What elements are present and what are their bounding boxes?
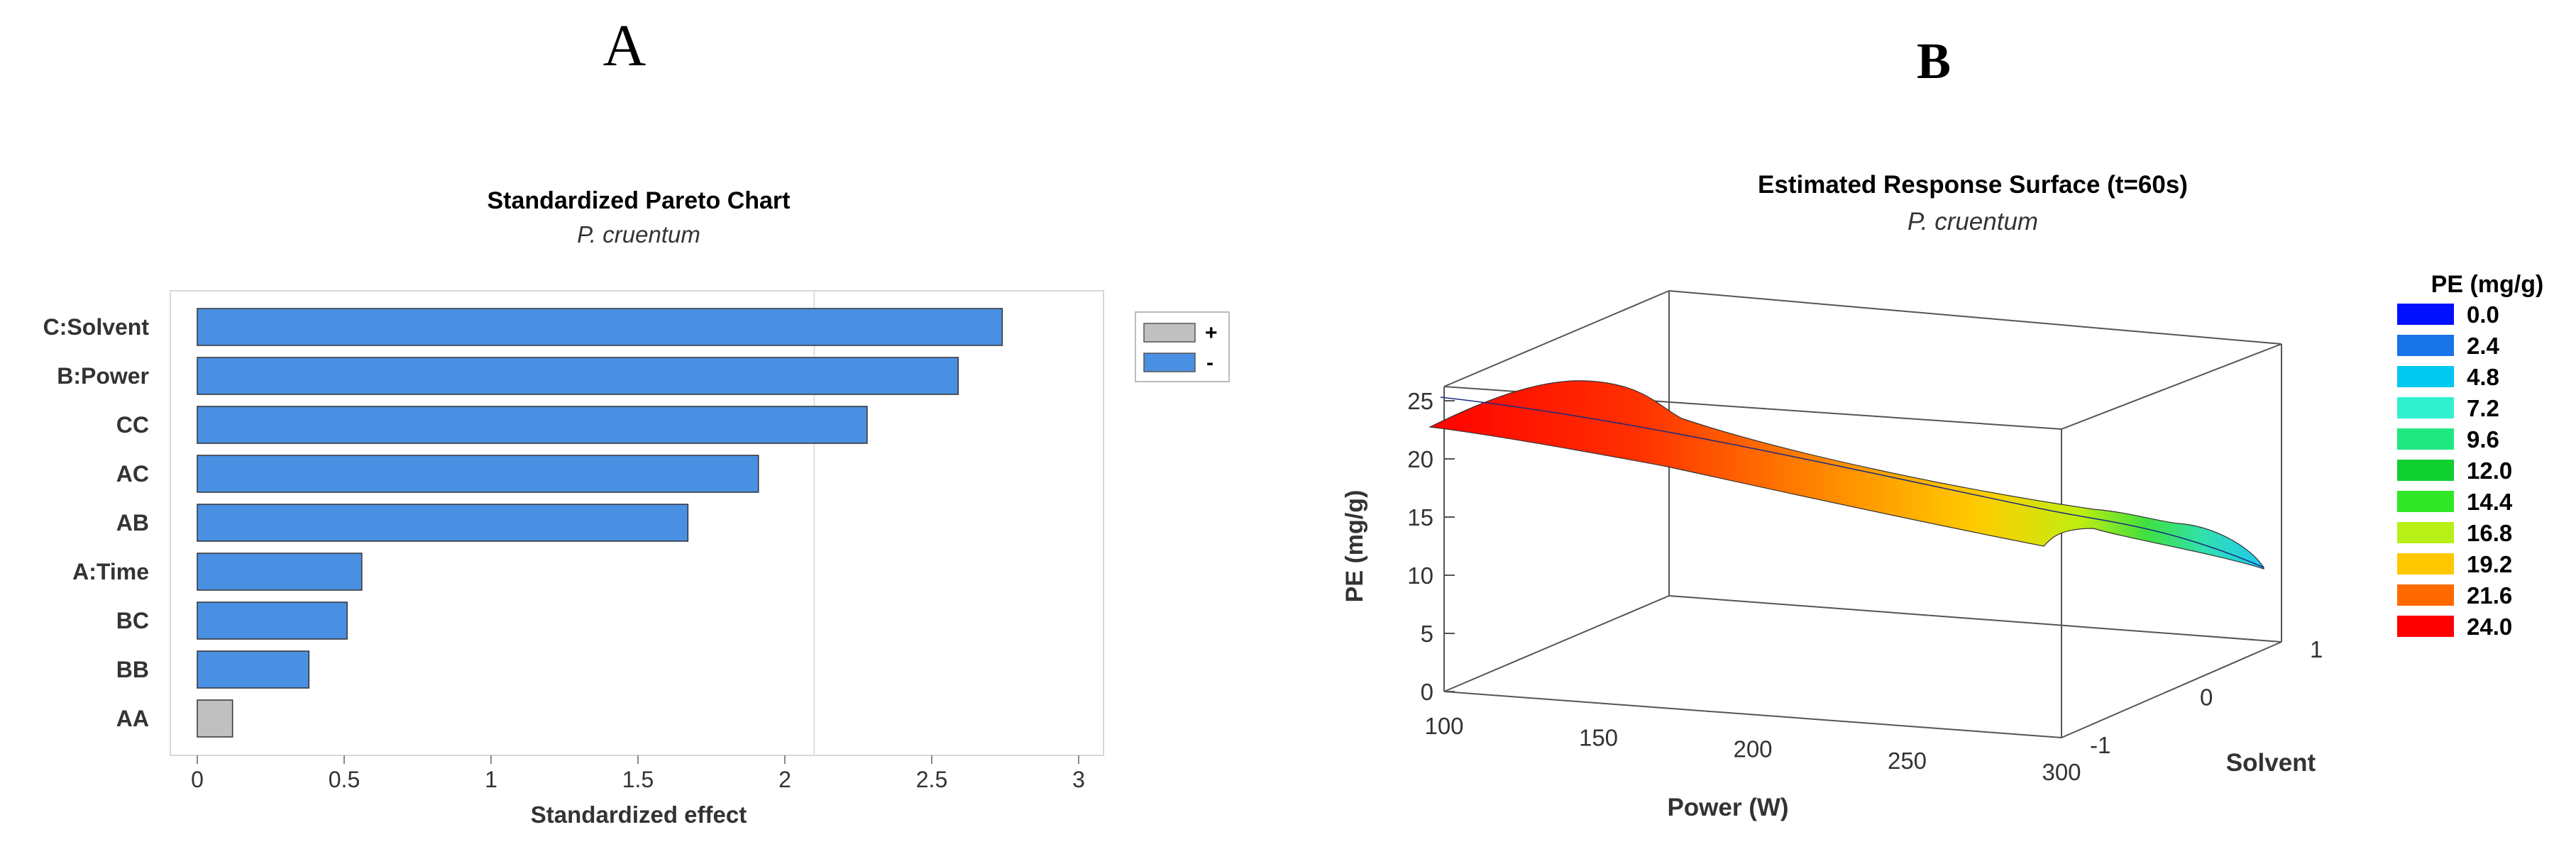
pareto-category-label: BC: [116, 608, 149, 633]
surface-legend-swatch: [2397, 522, 2454, 543]
pareto-bar-ab: [197, 504, 689, 542]
surface-legend-label: 16.8: [2467, 520, 2512, 546]
surface-z-tick-label: 5: [1421, 621, 1433, 647]
surface-y-tick-label: 0: [2200, 684, 2213, 711]
pareto-category-label: A:Time: [72, 559, 149, 584]
pareto-subtitle: P. cruentum: [577, 221, 700, 248]
pareto-category-label: C:Solvent: [43, 314, 150, 340]
pareto-title: Standardized Pareto Chart: [488, 187, 791, 214]
surface-legend-swatch: [2397, 397, 2454, 418]
pareto-category-label: AC: [116, 461, 149, 487]
surface-legend-swatch: [2397, 460, 2454, 481]
panel-a-letter: A: [602, 13, 646, 79]
surface-legend-label: 7.2: [2467, 395, 2499, 421]
pareto-category-label: AA: [116, 706, 149, 731]
surface-legend-label: 2.4: [2467, 333, 2500, 359]
surface-subtitle: P. cruentum: [1908, 208, 2038, 235]
pareto-bar-bb: [197, 650, 310, 689]
pareto-category-labels: C:Solvent B:Power CC AC AB A:Time BC BB AA: [43, 314, 150, 731]
surface-z-ticks: 0 5 10 15 20 25: [1407, 388, 1455, 705]
pareto-x-ticks: 0 0.5 1 1.5 2 2.5 3: [191, 755, 1085, 792]
pareto-category-label: CC: [116, 412, 149, 438]
pareto-bar-cc: [197, 406, 868, 444]
pareto-legend-label-negative: -: [1206, 351, 1213, 374]
surface-box: [1443, 290, 2282, 738]
surface-legend-swatch: [2397, 304, 2454, 325]
pareto-legend-swatch-positive: [1143, 323, 1196, 343]
surface-z-tick-label: 20: [1407, 446, 1433, 472]
surface-legend-swatch: [2397, 584, 2454, 606]
pareto-bar-bc: [197, 601, 348, 640]
surface-z-tick-label: 0: [1421, 679, 1433, 705]
surface-legend-label: 0.0: [2467, 301, 2499, 328]
pareto-x-tick-label: 1: [485, 767, 497, 792]
pareto-legend-label-positive: +: [1205, 321, 1218, 345]
surface-y-tick-label: -1: [2090, 732, 2110, 758]
panel-b-letter: B: [1916, 33, 1952, 89]
pareto-legend: + -: [1135, 311, 1230, 382]
surface-y-ticks: -1 0 1: [2090, 636, 2323, 758]
surface-legend-label: 12.0: [2467, 457, 2512, 484]
pareto-x-tick-label: 1.5: [622, 767, 654, 792]
surface-legend-label: 19.2: [2467, 551, 2512, 577]
pareto-category-label: AB: [116, 510, 149, 536]
surface-z-tick-label: 10: [1407, 562, 1433, 589]
surface-mesh: [1428, 380, 2264, 570]
pareto-x-tick-label: 2.5: [916, 767, 947, 792]
surface-legend-label: 9.6: [2467, 426, 2499, 453]
surface-z-axis-label: PE (mg/g): [1341, 490, 1368, 603]
surface-z-tick-label: 25: [1407, 388, 1433, 414]
surface-legend: 0.0 2.4 4.8 7.2 9.6 12.0 14.4 16.8 19.2 21.6 24.0: [2397, 301, 2513, 640]
surface-legend-label: 14.4: [2467, 489, 2513, 515]
surface-x-tick-label: 150: [1579, 724, 1618, 750]
pareto-x-tick-label: 2: [778, 767, 791, 792]
surface-z-tick-label: 15: [1407, 504, 1433, 531]
pareto-bar-a-time: [197, 553, 363, 591]
pareto-bar-aa: [197, 699, 233, 738]
surface-legend-title: PE (mg/g): [2431, 271, 2544, 298]
pareto-x-tick-label: 3: [1072, 767, 1085, 792]
surface-x-tick-label: 250: [1888, 748, 1927, 774]
surface-legend-swatch: [2397, 335, 2454, 356]
surface-ridge-line: [1440, 396, 2264, 568]
pareto-category-label: BB: [116, 657, 149, 682]
surface-x-tick-label: 300: [2042, 759, 2081, 785]
surface-title: Estimated Response Surface (t=60s): [1758, 171, 2188, 199]
pareto-bar-ac: [197, 455, 759, 493]
pareto-x-tick-label: 0: [191, 767, 204, 792]
pareto-x-axis-label: Standardized effect: [531, 801, 747, 828]
surface-x-tick-label: 100: [1424, 713, 1463, 739]
surface-legend-label: 21.6: [2467, 582, 2512, 609]
pareto-legend-swatch-negative: [1143, 353, 1196, 372]
surface-legend-swatch: [2397, 491, 2454, 512]
pareto-bar-c-solvent: [197, 308, 1003, 346]
surface-x-ticks: 100 150 200 250 300: [1424, 713, 2081, 785]
pareto-bar-b-power: [197, 357, 959, 395]
surface-y-tick-label: 1: [2310, 636, 2323, 662]
surface-legend-swatch: [2397, 553, 2454, 575]
surface-legend-swatch: [2397, 616, 2454, 637]
surface-x-axis-label: Power (W): [1667, 794, 1788, 821]
pareto-bars: [197, 308, 1003, 738]
pareto-category-label: B:Power: [57, 363, 149, 389]
surface-y-axis-label: Solvent: [2226, 749, 2316, 777]
pareto-x-tick-label: 0.5: [329, 767, 360, 792]
surface-legend-swatch: [2397, 428, 2454, 450]
surface-x-tick-label: 200: [1733, 736, 1772, 762]
surface-legend-swatch: [2397, 366, 2454, 387]
surface-legend-label: 24.0: [2467, 614, 2512, 640]
surface-legend-label: 4.8: [2467, 364, 2499, 390]
